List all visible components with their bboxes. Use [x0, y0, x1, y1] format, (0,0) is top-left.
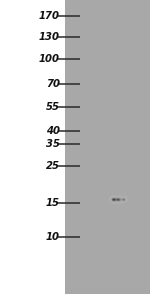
Text: 25: 25: [46, 161, 60, 171]
Text: 40: 40: [46, 126, 60, 136]
Bar: [0, 0, 65, 294]
Text: 35: 35: [46, 139, 60, 149]
Text: 130: 130: [39, 32, 60, 42]
Text: 55: 55: [46, 102, 60, 112]
Text: 100: 100: [39, 54, 60, 64]
Text: 10: 10: [46, 232, 60, 242]
Text: 170: 170: [39, 11, 60, 21]
Text: 70: 70: [46, 79, 60, 89]
Bar: [65, 0, 150, 294]
Text: 15: 15: [46, 198, 60, 208]
